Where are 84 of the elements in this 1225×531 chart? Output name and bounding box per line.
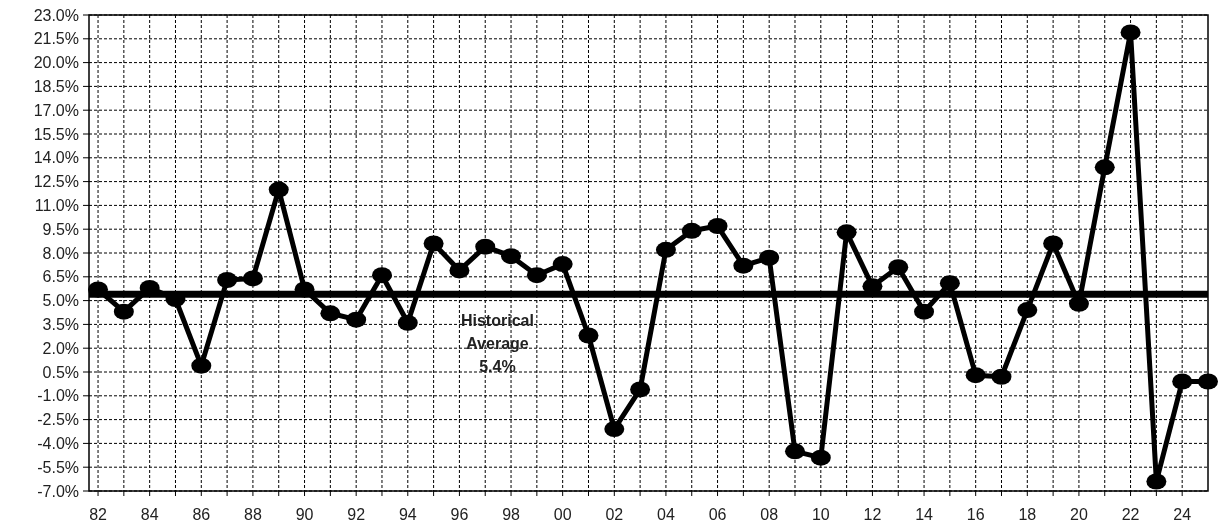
point xyxy=(991,368,1012,385)
point xyxy=(578,327,599,344)
x-tick-label: 86 xyxy=(192,506,211,523)
point xyxy=(604,421,625,438)
x-tick-label: 06 xyxy=(708,506,727,523)
point xyxy=(1068,295,1089,312)
point xyxy=(268,181,289,198)
y-tick-label: 8.0% xyxy=(42,244,79,262)
y-tick-label: -5.5% xyxy=(37,458,79,476)
y-tick-label: 5.0% xyxy=(42,292,79,310)
point xyxy=(1198,373,1218,390)
x-tick-label: 82 xyxy=(89,506,108,523)
point xyxy=(475,238,496,255)
point xyxy=(346,311,367,328)
point xyxy=(914,303,935,320)
x-tick-label: 22 xyxy=(1121,506,1140,523)
point xyxy=(501,248,522,265)
point xyxy=(707,218,728,235)
point xyxy=(1017,302,1038,319)
point xyxy=(939,275,960,292)
y-tick-label: 9.5% xyxy=(42,220,79,238)
y-tick-label: 21.5% xyxy=(33,30,79,48)
point xyxy=(810,449,831,466)
y-tick-label: 14.0% xyxy=(33,149,79,167)
y-tick-label: -7.0% xyxy=(37,482,79,500)
point xyxy=(888,259,909,276)
y-tick-label: 17.0% xyxy=(33,101,79,119)
point xyxy=(113,303,134,320)
point xyxy=(784,443,805,460)
y-tick-label: 0.5% xyxy=(42,363,79,381)
point xyxy=(191,357,212,374)
point xyxy=(759,249,780,266)
x-tick-label: 02 xyxy=(605,506,624,523)
x-tick-label: 18 xyxy=(1018,506,1037,523)
point xyxy=(630,381,651,398)
y-tick-label: 15.5% xyxy=(33,125,79,143)
x-tick-label: 10 xyxy=(811,506,830,523)
point xyxy=(836,224,857,241)
point xyxy=(88,281,109,298)
x-tick-label: 14 xyxy=(915,506,934,523)
x-tick-label: 98 xyxy=(502,506,521,523)
x-tick-label: 12 xyxy=(863,506,882,523)
x-tick-label: 90 xyxy=(295,506,314,523)
x-tick-label: 24 xyxy=(1173,506,1192,523)
point xyxy=(423,235,444,252)
y-tick-label: 18.5% xyxy=(33,78,79,95)
x-tick-label: 20 xyxy=(1070,506,1088,523)
point xyxy=(552,256,573,273)
point xyxy=(1172,373,1193,390)
point xyxy=(242,270,263,287)
point xyxy=(371,267,392,284)
point xyxy=(294,281,315,298)
point xyxy=(733,257,754,274)
point xyxy=(681,222,702,239)
y-tick-label: 6.5% xyxy=(42,268,79,286)
x-tick-label: 84 xyxy=(140,506,159,523)
point xyxy=(320,305,341,322)
point xyxy=(397,314,418,331)
point xyxy=(1043,235,1064,252)
x-tick-label: 94 xyxy=(398,506,417,523)
y-tick-label: 11.0% xyxy=(34,197,79,214)
x-tick-label: 08 xyxy=(760,506,779,523)
y-tick-label: -4.0% xyxy=(37,435,79,452)
point xyxy=(965,367,986,384)
y-tick-label: 20.0% xyxy=(33,54,79,72)
x-tick-label: 88 xyxy=(244,506,262,523)
y-tick-label: 2.0% xyxy=(42,339,79,357)
x-tick-label: 04 xyxy=(657,506,675,523)
y-tick-label: 12.5% xyxy=(33,173,79,191)
x-tick-label: 16 xyxy=(966,506,985,523)
x-tick-label: 96 xyxy=(450,506,469,523)
point xyxy=(1146,473,1167,490)
point xyxy=(449,262,470,279)
point xyxy=(526,267,547,284)
point xyxy=(1120,24,1141,41)
x-tick-label: 92 xyxy=(347,506,366,523)
point xyxy=(655,241,676,258)
point xyxy=(217,271,238,288)
y-tick-label: 3.5% xyxy=(42,316,79,333)
y-tick-label: 23.0% xyxy=(33,6,79,24)
point xyxy=(1094,159,1115,176)
x-tick-label: 00 xyxy=(553,506,572,523)
y-tick-label: -2.5% xyxy=(37,411,79,429)
y-tick-label: -1.0% xyxy=(37,387,79,405)
